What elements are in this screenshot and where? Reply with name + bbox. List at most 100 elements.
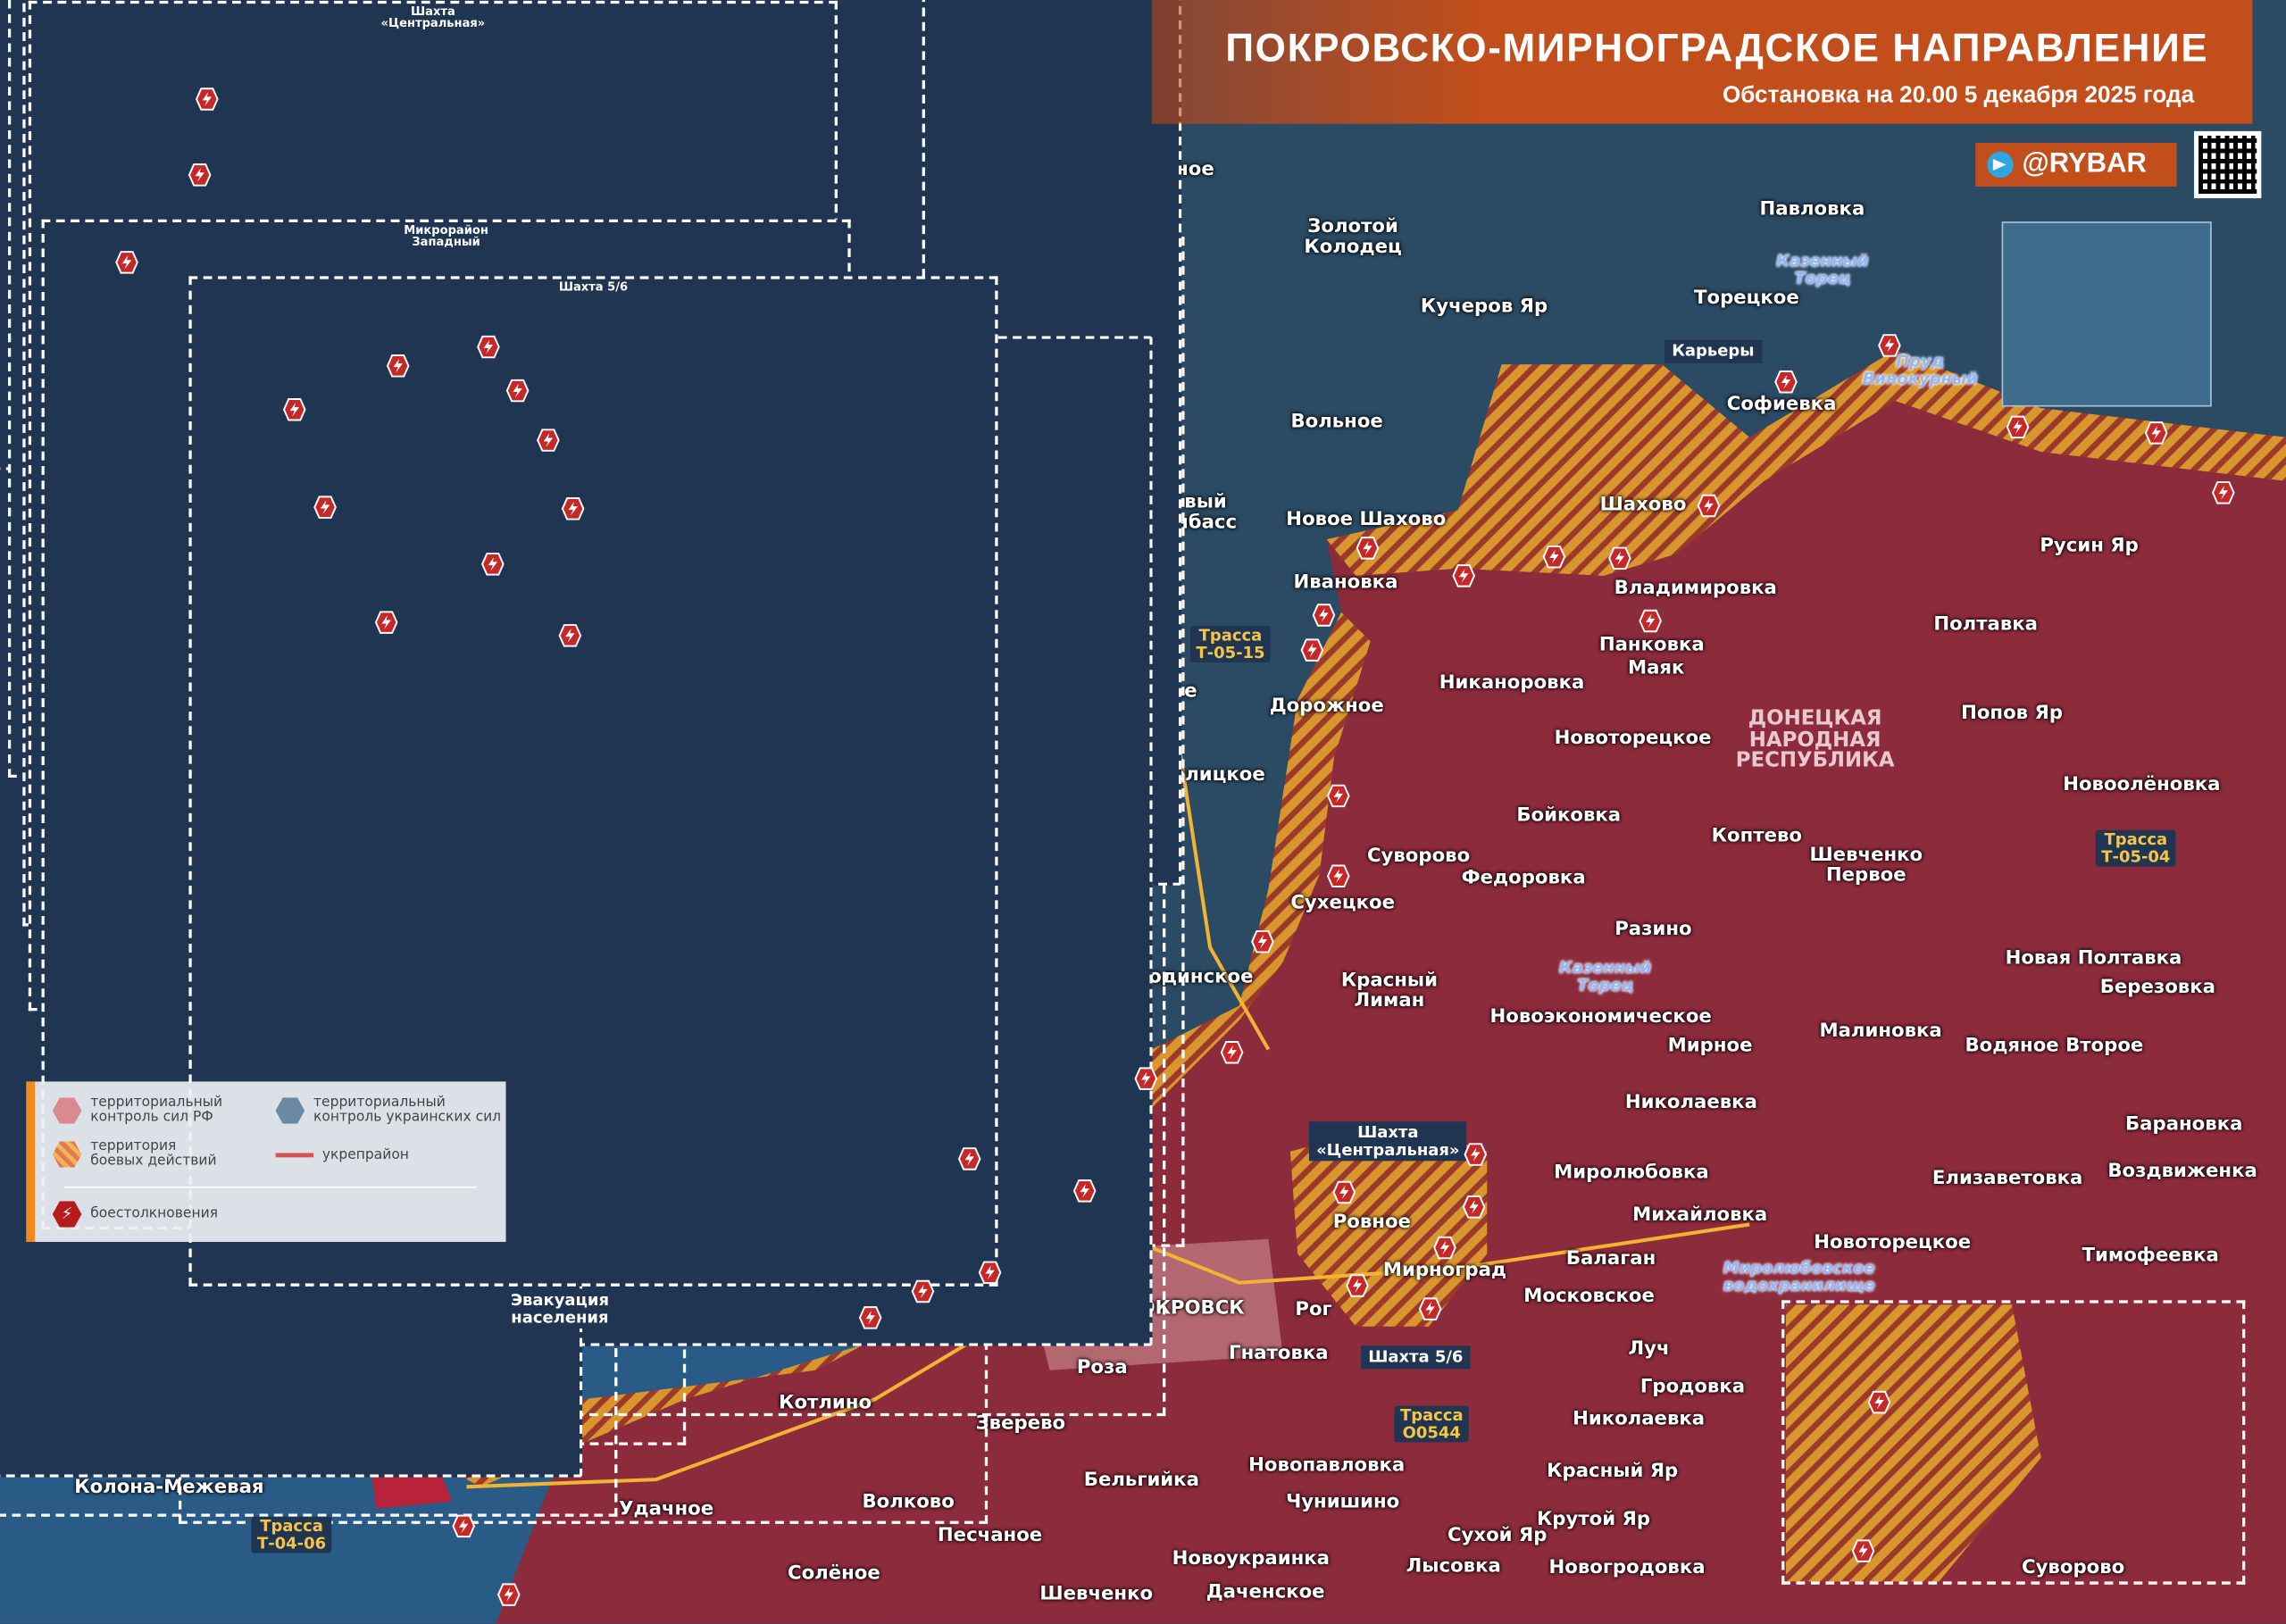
combat-zone — [437, 1268, 1021, 1487]
place-label: Новоторецкое — [1814, 1231, 1972, 1254]
clash-icon — [1326, 784, 1350, 808]
place-label: Никаноровка — [1439, 671, 1585, 695]
place-label: Коптево — [1711, 825, 1803, 847]
place-label: Елизаветовка — [1931, 1168, 2083, 1190]
place-label: Зверево — [975, 1412, 1066, 1435]
clash-icon — [1346, 1274, 1369, 1297]
place-label: Тимофеевка — [2082, 1245, 2219, 1268]
place-label: Балаган — [1565, 1247, 1656, 1270]
legend-fortified: укрепрайон — [275, 1148, 409, 1163]
place-label: Золотой Колодец — [1304, 216, 1402, 258]
legend-clashes: ⚡ боестолкновения — [52, 1201, 218, 1228]
object-label: Карьеры — [1664, 339, 1762, 363]
clash-icon — [1608, 546, 1631, 570]
place-label: Барановка — [2124, 1113, 2243, 1137]
clash-icon — [2144, 421, 2168, 445]
legend-ru-control: территориальный контроль сил РФ — [52, 1095, 222, 1126]
clash-icon — [1639, 609, 1662, 633]
place-label: Панковка — [1598, 634, 1705, 656]
place-label: Московское — [1523, 1286, 1655, 1308]
place-label: Водяное Второе — [1965, 1035, 2144, 1057]
place-label: Федоровка — [1461, 867, 1586, 890]
highway-label: Трасса Т-05-15 — [1189, 626, 1272, 663]
object-label: Шахта «Центральная» — [1308, 1121, 1467, 1162]
place-label: Михайловка — [1632, 1203, 1768, 1227]
brand-handle: @RYBAR — [2022, 148, 2147, 179]
legend-combat-zone: территория боевых действий — [52, 1139, 217, 1170]
place-label: Белицкое — [1157, 763, 1265, 787]
clash-icon — [1851, 1539, 1875, 1562]
qr-code-icon — [2194, 130, 2262, 199]
place-label: Ивановка — [1293, 571, 1398, 594]
clash-icon — [1697, 494, 1721, 518]
place-label: Луч — [1628, 1338, 1670, 1361]
place-label: Суворово — [1366, 845, 1471, 868]
object-label: Эвакуация населения — [503, 1289, 617, 1329]
place-label: Суворово — [2022, 1556, 2125, 1579]
place-label: Новоолёновка — [2063, 774, 2221, 796]
brand-badge[interactable]: @RYBAR — [1975, 142, 2177, 187]
place-label: Новоторецкое — [1554, 727, 1712, 750]
place-label: Красный Яр — [1547, 1461, 1679, 1483]
clash-icon — [1462, 1195, 1486, 1219]
region-label: ДОНЕЦКАЯ НАРОДНАЯ РЕСПУБЛИКА — [1735, 706, 1895, 773]
clash-icon — [911, 1279, 935, 1303]
combat-zone — [1326, 349, 2286, 576]
clash-icon — [1220, 1041, 1244, 1064]
object-label: Шахта 5/6 — [1361, 1345, 1471, 1369]
clash-icon — [1878, 334, 1901, 357]
clash-icon — [452, 1514, 476, 1538]
place-label: Березовка — [2099, 977, 2215, 999]
place-label: Дорожное — [1269, 695, 1384, 718]
place-label: Мирноград — [1382, 1259, 1507, 1282]
clash-icon — [1332, 1180, 1356, 1204]
legend-ua-control: территориальный контроль украинских сил — [275, 1095, 501, 1126]
ru-hex-icon — [52, 1097, 82, 1124]
overview-minimap — [2001, 221, 2212, 407]
place-label: Шевченко — [1039, 1583, 1154, 1605]
clash-icon — [537, 429, 560, 452]
header-banner: ПОКРОВСКО-МИРНОГРАДСКОЕ НАПРАВЛЕНИЕ Обст… — [1151, 0, 2253, 124]
place-label: Шевченко Первое — [1809, 844, 1923, 887]
place-label: Чунишино — [1286, 1491, 1400, 1513]
place-label: Новоукраинка — [1172, 1548, 1331, 1570]
clash-icon — [188, 163, 212, 187]
map-title: ПОКРОВСКО-МИРНОГРАДСКОЕ НАПРАВЛЕНИЕ — [1225, 26, 2209, 71]
clash-icon — [505, 379, 530, 403]
place-label: Сухой Яр — [1447, 1525, 1548, 1547]
clash-icon — [978, 1261, 1002, 1285]
place-label: Сухецкое — [1290, 892, 1395, 914]
combat-zone — [1107, 612, 1371, 1108]
place-label: Вольное — [1290, 411, 1383, 434]
place-label: Торецкое — [1694, 287, 1799, 310]
clash-hex-icon: ⚡ — [52, 1201, 82, 1228]
place-label: Бельгийка — [1083, 1470, 1199, 1492]
road — [466, 1310, 1022, 1489]
place-label: Песчаное — [937, 1525, 1043, 1547]
place-label: Крутой Яр — [1536, 1509, 1651, 1531]
telegram-icon — [1987, 151, 2014, 179]
place-label: Кучеров Яр — [1420, 296, 1548, 319]
place-label: Новоэкономическое — [1489, 1005, 1712, 1029]
place-label: Даченское — [1206, 1581, 1325, 1604]
place-label: Маяк — [1627, 657, 1685, 680]
place-label: Новогродовка — [1548, 1556, 1706, 1579]
water-label: Казенный Торец — [1559, 958, 1652, 995]
place-label: Миролюбовка — [1554, 1162, 1709, 1185]
place-label: Новая Полтавка — [2005, 947, 2182, 970]
clash-icon — [386, 354, 410, 378]
clash-icon — [1326, 864, 1350, 887]
place-label: Николаевка — [1624, 1092, 1757, 1114]
place-label: Николаевка — [1573, 1408, 1706, 1430]
ua-hex-icon — [275, 1097, 305, 1124]
place-label: Попов Яр — [1961, 703, 2064, 725]
place-label: Шахово — [1599, 494, 1687, 517]
clash-icon — [374, 611, 398, 634]
clash-icon — [477, 335, 500, 359]
clash-icon — [2006, 415, 2030, 439]
clash-icon — [115, 251, 138, 274]
water-label: Миролюбовское водохранилище — [1723, 1258, 1875, 1295]
place-label: Гнатовка — [1229, 1342, 1329, 1365]
clash-icon — [1300, 638, 1324, 662]
